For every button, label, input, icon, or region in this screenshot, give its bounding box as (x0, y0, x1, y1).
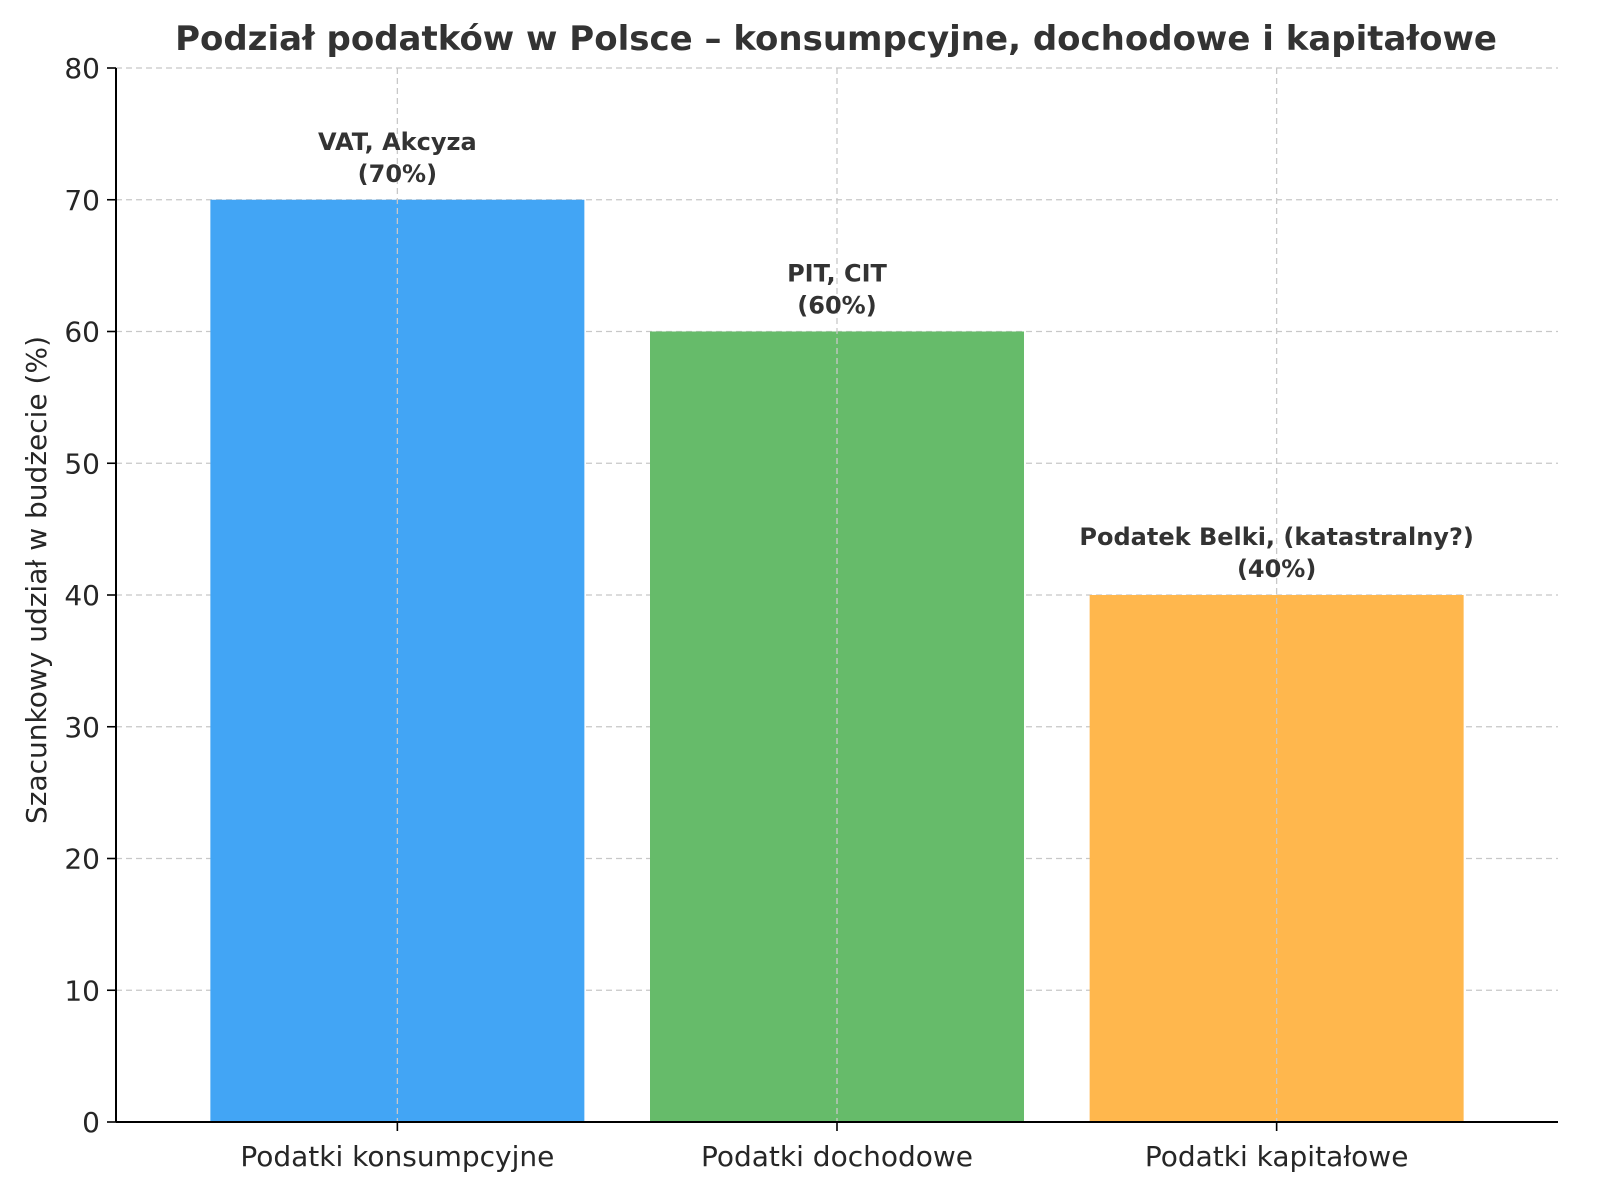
y-ticks: 0 10 20 30 40 50 60 70 80 (64, 52, 116, 1139)
y-tick-label: 70 (64, 184, 100, 217)
bar-annotation: (40%) (1237, 555, 1316, 583)
chart-title: Podział podatków w Polsce – konsumpcyjne… (175, 19, 1497, 59)
y-tick-label: 30 (64, 711, 100, 744)
x-tick-label: Podatki konsumpcyjne (240, 1140, 554, 1173)
bar-annotation: (70%) (358, 160, 437, 188)
y-tick-label: 10 (64, 974, 100, 1007)
x-tick-label: Podatki kapitałowe (1145, 1140, 1409, 1173)
y-tick-label: 0 (82, 1106, 100, 1139)
y-tick-label: 20 (64, 843, 100, 876)
bar-annotation: PIT, CIT (787, 260, 887, 288)
x-tick-label: Podatki dochodowe (701, 1140, 973, 1173)
bar-annotation: Podatek Belki, (katastralny?) (1079, 523, 1473, 551)
bar-annotation: (60%) (797, 292, 876, 320)
y-tick-label: 80 (64, 52, 100, 85)
y-tick-label: 40 (64, 579, 100, 612)
x-ticks: Podatki konsumpcyjne Podatki dochodowe Pod… (240, 1122, 1408, 1173)
y-axis-title: Szacunkowy udział w budżecie (%) (20, 336, 53, 824)
bar-annotations: VAT, Akcyza (70%) PIT, CIT (60%) Podatek Bel… (318, 128, 1474, 583)
vertical-grid-lines (396, 68, 1278, 1122)
y-tick-label: 50 (64, 447, 100, 480)
bar-annotation: VAT, Akcyza (318, 128, 477, 156)
y-tick-label: 60 (64, 316, 100, 349)
